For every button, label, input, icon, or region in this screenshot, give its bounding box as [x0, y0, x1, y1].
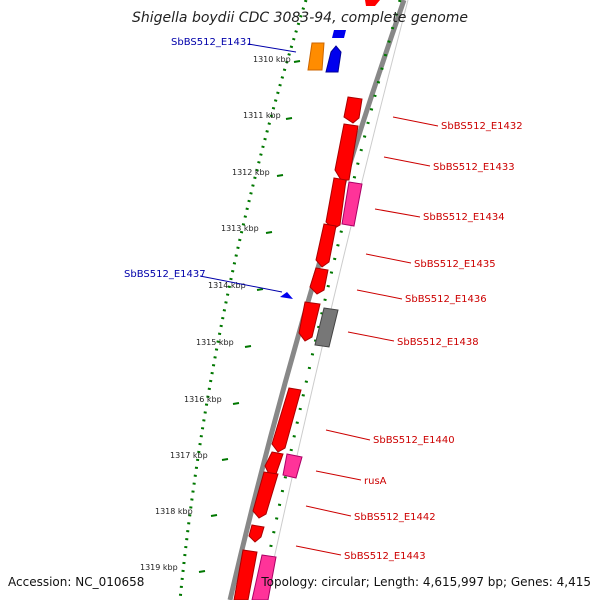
- gene-label[interactable]: SbBS512_E1437: [124, 269, 206, 280]
- gene-label[interactable]: SbBS512_E1443: [344, 551, 426, 562]
- gene-label[interactable]: SbBS512_E1436: [405, 294, 487, 305]
- ruler-tick: [210, 514, 218, 517]
- ruler-tick: [244, 345, 252, 348]
- tick-label: 1310 kbp: [253, 55, 291, 64]
- gene-red[interactable]: [315, 223, 337, 268]
- gene-orange[interactable]: [307, 42, 325, 71]
- leader-line: [356, 289, 403, 300]
- leader-line: [315, 470, 362, 481]
- gene-hypothetical[interactable]: [251, 554, 277, 600]
- leader-line: [305, 505, 352, 517]
- leader-line: [374, 208, 421, 218]
- accession-text: Accession: NC_010658: [8, 575, 144, 589]
- tick-label: 1312 kbp: [232, 168, 270, 177]
- gene-red[interactable]: [365, 0, 380, 6]
- tick-label: 1316 kbp: [184, 395, 222, 404]
- gene-label[interactable]: SbBS512_E1434: [423, 212, 505, 223]
- ruler-tick: [198, 570, 206, 573]
- ruler-tick: [276, 174, 284, 177]
- leader-line: [325, 429, 371, 441]
- gene-hypothetical[interactable]: [282, 453, 303, 479]
- gene-red[interactable]: [298, 301, 321, 342]
- gene-blue-small[interactable]: [332, 30, 346, 38]
- gene-label[interactable]: SbBS512_E1442: [354, 512, 436, 523]
- ruler-tick: [232, 402, 240, 405]
- leader-line: [199, 275, 283, 293]
- gene-red[interactable]: [325, 177, 347, 230]
- gene-red[interactable]: [248, 524, 265, 543]
- map-title: Shigella boydii CDC 3083-94, complete ge…: [132, 10, 468, 26]
- leader-line: [392, 116, 439, 127]
- gene-red[interactable]: [309, 267, 329, 295]
- gene-label[interactable]: SbBS512_E1435: [414, 259, 496, 270]
- tick-label: 1315 kbp: [196, 338, 234, 347]
- leader-line: [247, 43, 297, 53]
- label-leaders: [199, 43, 439, 556]
- ruler-dotted-ring-outer: [258, 0, 402, 600]
- leader-line: [365, 253, 412, 264]
- gene-label[interactable]: rusA: [364, 476, 387, 487]
- tick-label: 1314 kbp: [208, 281, 246, 290]
- gene-label[interactable]: SbBS512_E1433: [433, 162, 515, 173]
- tick-label: 1319 kbp: [140, 563, 178, 572]
- tick-label: 1318 kbp: [155, 507, 193, 516]
- gene-hypothetical[interactable]: [341, 181, 363, 227]
- gene-label[interactable]: SbBS512_E1431: [171, 37, 253, 48]
- gene-red[interactable]: [233, 549, 258, 600]
- ruler-ticks: [198, 60, 301, 573]
- ruler-tick: [221, 458, 229, 461]
- tick-label: 1313 kbp: [221, 224, 259, 233]
- ruler-tick: [293, 60, 301, 63]
- gene-red[interactable]: [252, 471, 279, 519]
- outer-dotted-ring: [264, 0, 409, 600]
- ruler-tick: [265, 231, 273, 234]
- gene-red[interactable]: [271, 387, 302, 453]
- summary-text: Topology: circular; Length: 4,615,997 bp…: [260, 575, 591, 589]
- tick-label: 1311 kbp: [243, 111, 281, 120]
- ruler-tick: [256, 288, 264, 291]
- gene-blue-arrow[interactable]: [280, 292, 293, 299]
- genome-backbone: [227, 0, 407, 600]
- gene-label[interactable]: SbBS512_E1432: [441, 121, 523, 132]
- gene-pseudo[interactable]: [314, 307, 339, 348]
- leader-line: [347, 331, 395, 342]
- gene-blue[interactable]: [325, 45, 342, 73]
- ruler-dotted-ring: [178, 0, 308, 600]
- gene-label[interactable]: SbBS512_E1440: [373, 435, 455, 446]
- gene-label[interactable]: SbBS512_E1438: [397, 337, 479, 348]
- gene-red[interactable]: [343, 96, 363, 124]
- leader-line: [295, 545, 342, 556]
- leader-line: [383, 156, 431, 167]
- tick-label: 1317 kbp: [170, 451, 208, 460]
- ruler-tick: [285, 117, 293, 120]
